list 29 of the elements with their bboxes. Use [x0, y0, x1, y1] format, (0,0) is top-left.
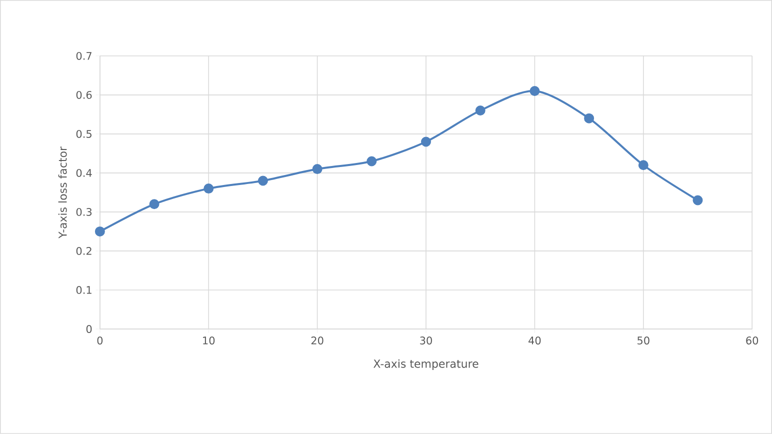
point [638, 160, 648, 170]
point [149, 199, 160, 210]
point [366, 156, 377, 166]
x-tick-label: 40 [528, 336, 541, 344]
y-axis-title: Y-axis loss factor [58, 146, 67, 238]
x-tick-label: 60 [746, 336, 758, 344]
point [204, 184, 214, 194]
y-tick-label: 0.1 [76, 286, 92, 294]
point [94, 226, 105, 237]
x-tick-label: 0 [97, 336, 103, 344]
x-tick-label: 20 [311, 336, 324, 344]
point [530, 86, 540, 96]
y-tick-label: 0 [86, 325, 92, 333]
point [475, 106, 486, 116]
x-tick-label: 50 [638, 336, 650, 344]
point [421, 136, 432, 147]
point [258, 176, 268, 186]
point [692, 195, 703, 206]
point [584, 113, 594, 124]
y-tick-label: 0.3 [76, 208, 92, 216]
x-tick-label: 30 [420, 336, 432, 344]
x-tick-label: 10 [203, 336, 215, 344]
y-tick-label: 0.6 [76, 90, 92, 99]
y-tick-label: 0.5 [76, 130, 92, 138]
y-tick-label: 0.7 [76, 52, 92, 60]
y-tick-label: 0.2 [76, 247, 92, 255]
x-axis-title: X-axis temperature [374, 359, 478, 370]
point [312, 164, 322, 174]
y-tick-label: 0.4 [76, 169, 92, 177]
